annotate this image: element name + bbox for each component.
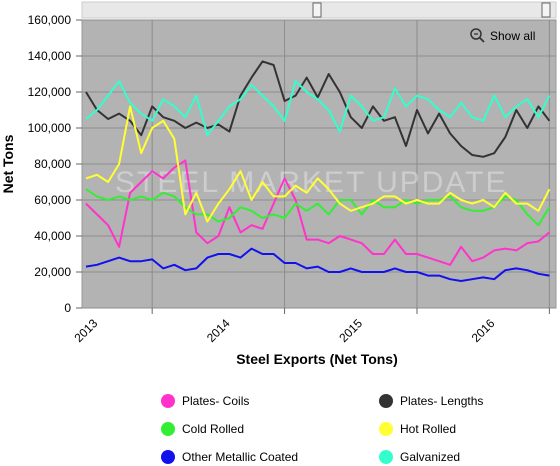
- legend-marker: [379, 450, 393, 464]
- legend-item-hot-rolled[interactable]: Hot Rolled: [379, 422, 456, 436]
- x-tick-label: 2015: [336, 316, 365, 345]
- grid-lines: [82, 19, 556, 309]
- legend-marker: [161, 394, 175, 408]
- legend-marker: [161, 422, 175, 436]
- zoom-out-icon: [470, 28, 482, 40]
- series-line-galvanized[interactable]: [85, 80, 551, 137]
- y-axis: 0 20,000 40,000 60,000 80,000 100,000 120,000 1…: [28, 13, 82, 315]
- series-line-plates-coils[interactable]: [85, 159, 551, 266]
- legend-marker: [379, 394, 393, 408]
- series-line-plates-lengths[interactable]: [85, 60, 551, 158]
- y-tick-label: 140,000: [28, 49, 72, 63]
- navigator-handle-left[interactable]: [312, 2, 322, 18]
- y-tick-label: 40,000: [34, 229, 71, 243]
- legend-item-plates-lengths[interactable]: Plates- Lengths: [379, 394, 483, 408]
- x-tick-label: 2014: [204, 316, 233, 345]
- series-lines: [85, 60, 551, 282]
- legend-marker: [161, 450, 175, 464]
- legend-label: Plates- Coils: [182, 394, 249, 408]
- x-axis: 2013 2014 2015 2016: [72, 308, 550, 345]
- show-all-button[interactable]: Show all: [470, 28, 535, 43]
- legend-label: Other Metallic Coated: [182, 450, 298, 464]
- series-line-other-metallic-coated[interactable]: [85, 247, 550, 282]
- x-axis-title: Steel Exports (Net Tons): [236, 351, 398, 367]
- x-tick-label: 2013: [72, 316, 101, 345]
- legend-label: Hot Rolled: [400, 422, 456, 436]
- y-tick-label: 100,000: [28, 121, 72, 135]
- y-tick-label: 60,000: [34, 193, 71, 207]
- x-tick-label: 2016: [469, 316, 498, 345]
- legend-label: Plates- Lengths: [400, 394, 483, 408]
- legend-item-cold-rolled[interactable]: Cold Rolled: [161, 422, 244, 436]
- y-tick-label: 160,000: [28, 13, 72, 27]
- legend: Plates- Coils Plates- Lengths Cold Rolled H…: [161, 394, 483, 464]
- legend-item-other-metallic-coated[interactable]: Other Metallic Coated: [161, 450, 298, 464]
- show-all-label: Show all: [490, 29, 535, 43]
- legend-item-plates-coils[interactable]: Plates- Coils: [161, 394, 249, 408]
- legend-label: Cold Rolled: [182, 422, 244, 436]
- series-line-cold-rolled[interactable]: [85, 188, 551, 227]
- legend-marker: [379, 422, 393, 436]
- navigator-handle-right[interactable]: [541, 2, 551, 18]
- y-tick-label: 120,000: [28, 85, 72, 99]
- y-tick-label: 20,000: [34, 265, 71, 279]
- y-axis-title: Net Tons: [0, 134, 16, 193]
- y-tick-label: 80,000: [34, 157, 71, 171]
- y-tick-label: 0: [64, 301, 71, 315]
- legend-item-galvanized[interactable]: Galvanized: [379, 450, 460, 464]
- legend-label: Galvanized: [400, 450, 460, 464]
- series-line-hot-rolled[interactable]: [85, 105, 551, 223]
